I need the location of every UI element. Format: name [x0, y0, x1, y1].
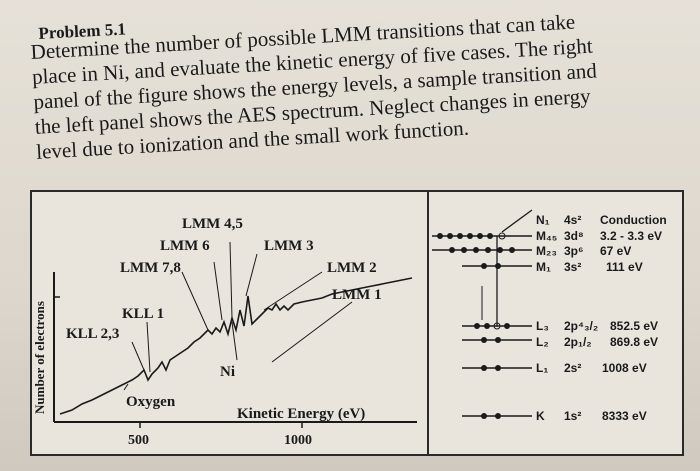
energy-level-panel: N₁ 4s² Conduction M₄₅ 3d⁸ 3.2 - 3.3 eV M…: [432, 209, 667, 423]
panel-divider: [427, 192, 429, 454]
leader-kll23: [131, 341, 145, 371]
peak-label-kll1: KLL 1: [122, 306, 164, 322]
shell-m45: M₄₅: [536, 229, 557, 243]
energy-m45: 3.2 - 3.3 eV: [600, 229, 662, 243]
x-tick-label: 500: [128, 433, 149, 448]
orbital-k: 1s²: [564, 409, 581, 423]
energy-k: 8333 eV: [602, 409, 647, 423]
shell-k: K: [536, 409, 545, 423]
peak-label-kll23: KLL 2,3: [66, 326, 119, 342]
leader-ni: [231, 321, 238, 361]
peak-label-lmm2: LMM 2: [327, 260, 377, 276]
leader-lmm78: [181, 271, 209, 331]
leader-lmm3: [245, 253, 258, 297]
orbital-l1: 2s²: [564, 361, 581, 375]
energy-l3: 852.5 eV: [610, 319, 658, 333]
shell-l2: L₂: [536, 335, 549, 349]
transition-ejection: [501, 209, 533, 233]
spectrum-curve: [59, 277, 413, 415]
electron-dots: [437, 232, 515, 419]
peak-label-lmm3: LMM 3: [264, 238, 314, 254]
leader-lmm45: [229, 241, 233, 319]
figure: LMM 4,5 LMM 6 LMM 3 LMM 7,8 LMM 2 LMM 1 …: [30, 190, 684, 456]
peak-label-lmm45: LMM 4,5: [182, 216, 243, 232]
shell-m1: M₁: [536, 260, 551, 274]
leader-lmm1: [271, 301, 353, 363]
energy-m1: 111 eV: [606, 260, 643, 274]
orbital-l3: 2p⁴₃/₂: [564, 319, 598, 333]
orbital-m23: 3p⁶: [564, 244, 584, 258]
peak-label-lmm1: LMM 1: [332, 287, 382, 303]
energy-l2: 869.8 eV: [610, 335, 658, 349]
shell-n1: N₁: [536, 213, 550, 227]
shell-l1: L₁: [536, 361, 548, 375]
y-axis-label: Number of electrons: [32, 301, 47, 414]
x-axis-label: Kinetic Energy (eV): [237, 406, 365, 422]
problem-text: Determine the number of possible LMM tra…: [30, 4, 686, 165]
figure-svg: LMM 4,5 LMM 6 LMM 3 LMM 7,8 LMM 2 LMM 1 …: [32, 209, 667, 448]
leader-lmm2: [263, 271, 323, 311]
energy-l1: 1008 eV: [602, 361, 647, 375]
peak-label-lmm78: LMM 7,8: [120, 260, 181, 276]
leader-oxygen: [123, 383, 129, 391]
orbital-m1: 3s²: [564, 260, 581, 274]
peak-label-ni: Ni: [220, 364, 235, 380]
shell-l3: L₃: [536, 319, 549, 333]
peak-label-oxygen: Oxygen: [126, 394, 176, 410]
orbital-n1: 4s²: [564, 213, 581, 227]
leader-lmm6: [213, 261, 223, 321]
energy-m23: 67 eV: [600, 244, 631, 258]
shell-m23: M₂₃: [536, 244, 557, 258]
orbital-l2: 2p₁/₂: [564, 335, 592, 349]
x-tick-label: 1000: [284, 433, 312, 448]
leader-kll1: [146, 321, 151, 373]
energy-n1: Conduction: [600, 213, 667, 227]
orbital-m45: 3d⁸: [564, 229, 584, 243]
spectrum-panel: LMM 4,5 LMM 6 LMM 3 LMM 7,8 LMM 2 LMM 1 …: [32, 216, 417, 448]
peak-label-lmm6: LMM 6: [160, 238, 210, 254]
